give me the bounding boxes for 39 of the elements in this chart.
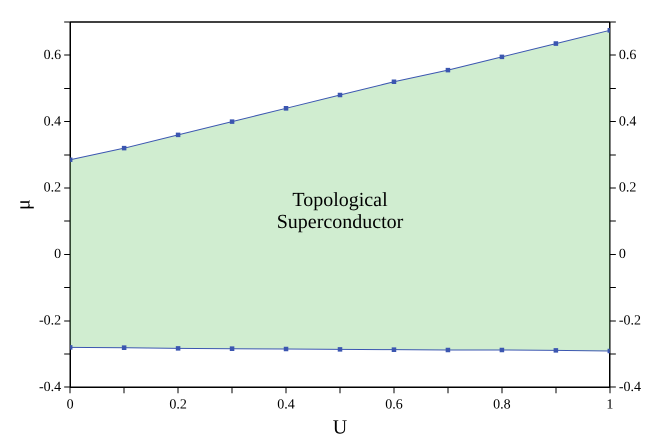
- point: [338, 92, 342, 98]
- x-tick-label: 1: [606, 397, 614, 412]
- y2-tick-label: 0.2: [618, 180, 636, 196]
- point: [284, 106, 288, 111]
- point: [446, 348, 450, 352]
- point: [338, 347, 342, 352]
- point: [122, 345, 126, 350]
- y2-tick-label: -0.4: [618, 380, 642, 395]
- point: [122, 146, 126, 150]
- point: [446, 68, 450, 72]
- point: [230, 119, 234, 124]
- point: [176, 132, 180, 138]
- x-tick-label: 0.6: [385, 397, 403, 412]
- x-tick-label: 0.8: [493, 397, 511, 412]
- y2-tick-label: 0.6: [618, 48, 636, 63]
- y2-tick-label: -0.2: [618, 313, 642, 328]
- y-tick-label: -0.4: [38, 380, 62, 395]
- point: [500, 54, 504, 60]
- y-tick-label: 0: [54, 247, 62, 262]
- point: [284, 346, 288, 352]
- x-axis-title: U: [332, 416, 348, 438]
- y-tick-label: 0.2: [44, 180, 62, 196]
- point: [230, 346, 234, 351]
- y2-tick-label: 0.4: [618, 114, 636, 130]
- annotation: Topological Superconductor: [276, 189, 404, 234]
- y-axis-title: μ: [12, 199, 34, 210]
- y-tick-label: -0.2: [38, 313, 62, 328]
- point: [392, 79, 396, 84]
- y-tick-label: 0.4: [44, 114, 62, 130]
- x-tick-label: 0.4: [277, 397, 295, 412]
- point: [392, 347, 396, 352]
- y-tick-label: 0.6: [44, 48, 62, 63]
- x-tick-label: 0: [66, 397, 74, 412]
- point: [554, 348, 558, 353]
- point: [500, 348, 504, 352]
- y2-tick-label: 0: [618, 247, 626, 262]
- point: [554, 41, 558, 46]
- point: [176, 346, 180, 351]
- x-tick-label: 0.2: [169, 397, 187, 412]
